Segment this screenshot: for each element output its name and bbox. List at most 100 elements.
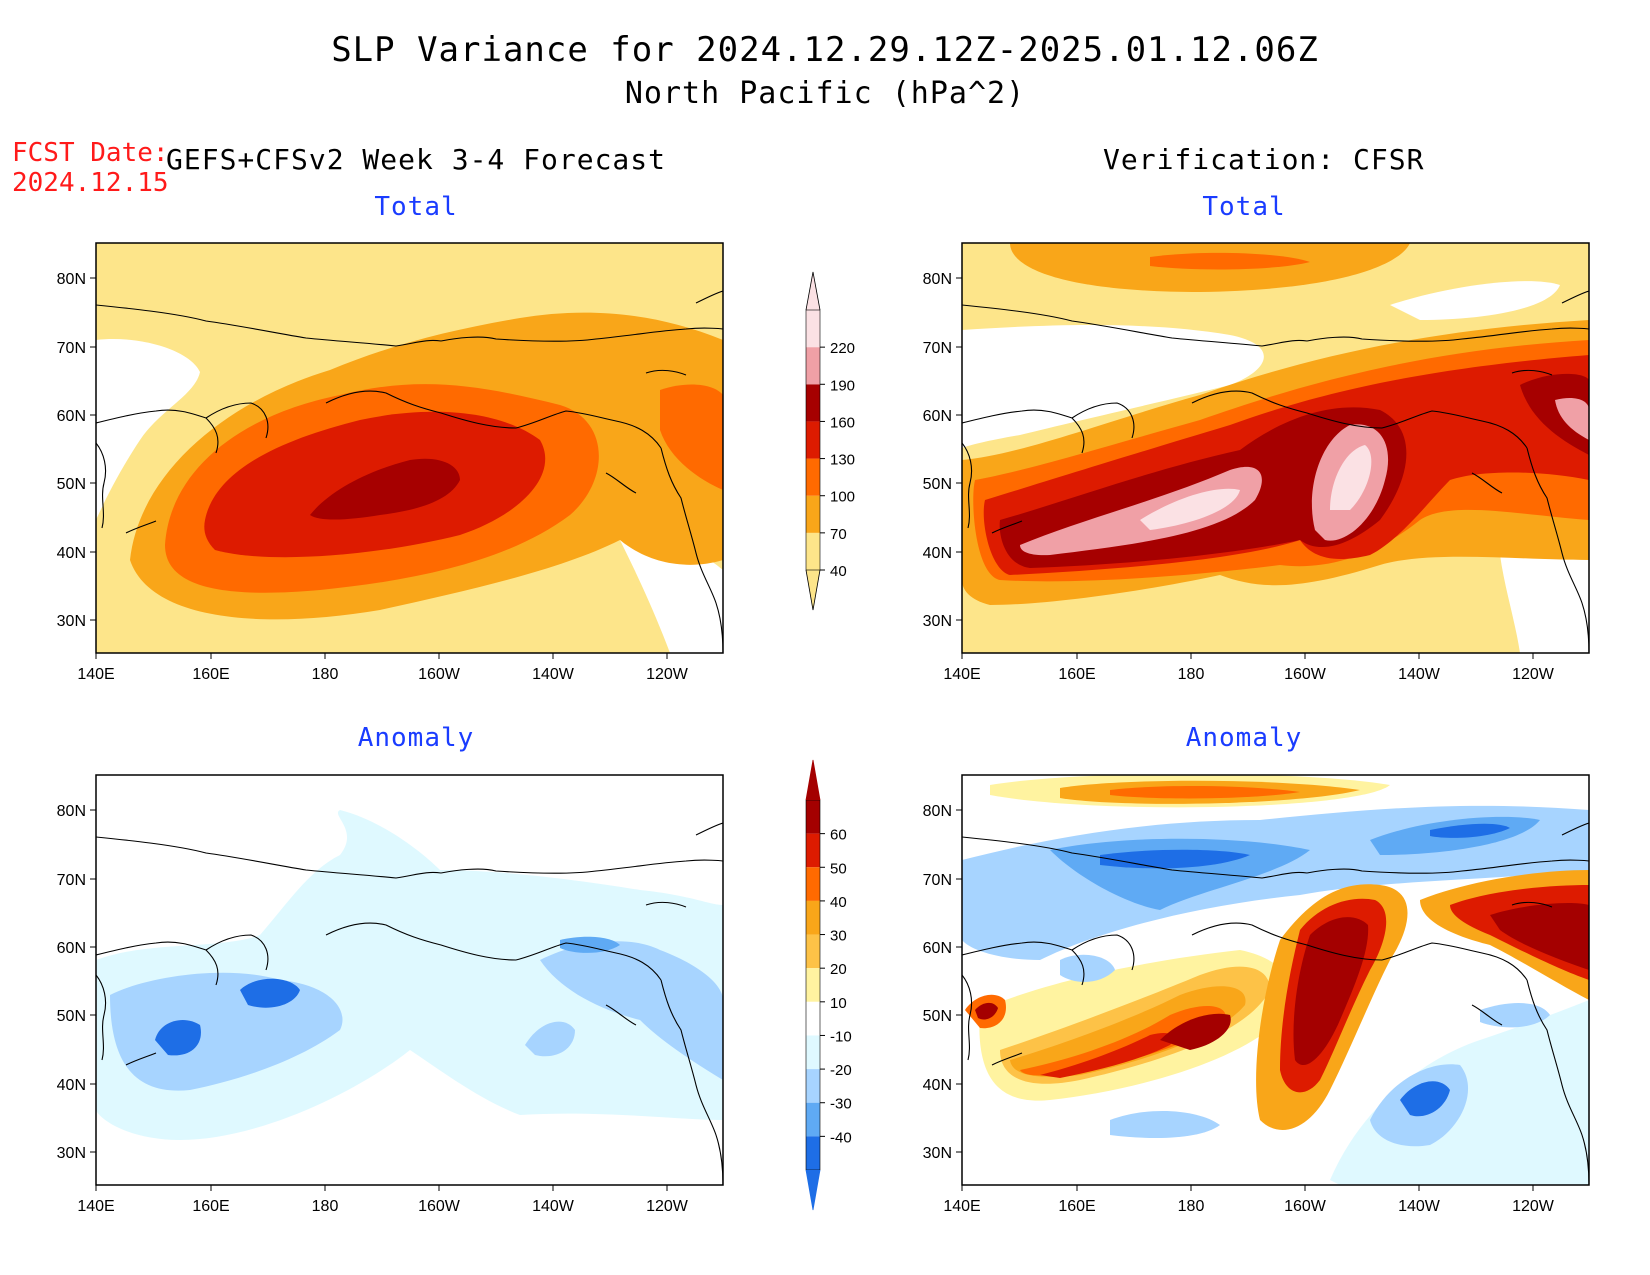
colorbar-anomaly-upper-arrow [805, 759, 821, 801]
lon-tick-label: 180 [312, 1198, 339, 1215]
coastline-segment [1381, 410, 1528, 449]
colorbar-anomaly-swatch [806, 934, 820, 969]
lat-tick-label: 40N [923, 545, 952, 562]
coastline-segment [962, 442, 973, 529]
lon-tick-label: 160W [1284, 1198, 1327, 1215]
lat-tick-label: 60N [923, 940, 952, 957]
lon-tick-label: 140E [943, 666, 980, 683]
lat-tick-label: 30N [57, 1145, 86, 1162]
coastline-segment [1191, 922, 1383, 961]
coastline-segment [96, 409, 219, 454]
coastline-forecast-total [96, 290, 723, 653]
lat-tick-label: 60N [57, 408, 86, 425]
colorbar-total-label: 220 [830, 340, 855, 357]
lat-tick-label: 80N [57, 803, 86, 820]
map-forecast-anomaly [96, 775, 723, 1185]
lon-tick-label: 180 [1178, 1198, 1205, 1215]
coastline-segment [660, 979, 723, 1185]
coastline-verification-total [962, 290, 1589, 653]
coastline-segment [1561, 290, 1589, 304]
colorbar-total-swatch [806, 495, 820, 533]
colorbar-anomaly-swatch [806, 800, 820, 834]
coastline-segment [96, 304, 442, 347]
panel-title-verification-total: Total [1202, 192, 1286, 222]
colorbar-anomaly-swatch [806, 1001, 820, 1036]
lat-tick-label: 80N [923, 803, 952, 820]
coastline-segment [695, 822, 723, 836]
colorbar-anomaly: 60 50 40 30 20 10 -10 -20 -30 -40 [805, 759, 852, 1211]
coastline-segment [1471, 472, 1503, 494]
lon-tick-label: 160W [418, 666, 461, 683]
colorbar-total-swatch [806, 458, 820, 496]
coastline-segment [205, 402, 269, 439]
coastline-segment [515, 942, 662, 981]
coastline-segment [605, 1004, 637, 1026]
colorbar-anomaly-label: -30 [830, 1096, 852, 1113]
forecast-column-heading: GEFS+CFSv2 Week 3-4 Forecast [166, 143, 667, 176]
colorbar-anomaly-swatch [806, 1136, 820, 1170]
lon-tick-label: 160W [418, 1198, 461, 1215]
coastline-segment [515, 410, 662, 449]
colorbar-total-label: 160 [830, 414, 855, 431]
lon-tick-label: 140E [77, 1198, 114, 1215]
colorbar-anomaly-label: 20 [830, 961, 847, 978]
colorbar-anomaly-label: 50 [830, 860, 847, 877]
coastline-segment [1561, 822, 1589, 836]
colorbar-anomaly-swatch [806, 833, 820, 868]
lat-tick-label: 70N [57, 340, 86, 357]
lat-tick-label: 70N [57, 872, 86, 889]
panel-title-forecast-total: Total [374, 192, 458, 222]
colorbar-anomaly-swatch [806, 867, 820, 901]
lon-tick-label: 180 [312, 666, 339, 683]
lat-tick-label: 50N [57, 476, 86, 493]
coastline-segment [1511, 369, 1553, 376]
colorbar-total-upper-arrow [805, 271, 821, 311]
lat-tick-label: 50N [57, 1008, 86, 1025]
lon-tick-label: 160E [1058, 666, 1095, 683]
lat-tick-label: 30N [57, 613, 86, 630]
figure-subtitle: North Pacific (hPa^2) [624, 76, 1026, 111]
coastline-segment [1191, 390, 1383, 429]
map-frame-verification-anomaly [961, 774, 1590, 1186]
lon-tick-label: 160E [192, 1198, 229, 1215]
verification-column-heading: Verification: CFSR [1103, 143, 1425, 176]
colorbar-anomaly-label: 60 [830, 827, 847, 844]
colorbar-total-lower-arrow [805, 569, 821, 611]
colorbar-anomaly-label: 40 [830, 894, 847, 911]
lat-tick-label: 50N [923, 1008, 952, 1025]
colorbar-total-label: 190 [830, 377, 855, 394]
lon-tick-label: 140E [77, 666, 114, 683]
lat-tick-label: 40N [57, 1077, 86, 1094]
map-frame-forecast-anomaly [95, 774, 724, 1186]
colorbar-total-label: 100 [830, 489, 855, 506]
colorbar-anomaly-swatch [806, 1069, 820, 1103]
colorbar-anomaly-swatch [806, 968, 820, 1002]
colorbar-anomaly-swatch [806, 1102, 820, 1137]
map-frame-verification-total [961, 242, 1590, 654]
lon-tick-label: 140W [1398, 666, 1441, 683]
colorbar-anomaly-label: -20 [830, 1062, 852, 1079]
coastline-segment [325, 390, 517, 429]
coastline-segment [96, 836, 442, 879]
colorbar-total-label: 40 [830, 563, 847, 580]
coastline-segment [125, 520, 157, 534]
colorbar-total-swatch [806, 532, 820, 570]
colorbar-anomaly-label: -10 [830, 1028, 852, 1045]
forecast-date-value: 2024.12.15 [12, 168, 169, 198]
colorbar-total-outline [805, 309, 821, 571]
panel-title-forecast-anomaly: Anomaly [357, 723, 475, 753]
colorbar-anomaly-swatch [806, 1035, 820, 1070]
lat-tick-label: 30N [923, 613, 952, 630]
coastline-segment [1306, 859, 1589, 874]
lon-tick-label: 180 [1178, 666, 1205, 683]
coastline-segment [1526, 447, 1589, 653]
coastline-segment [962, 974, 973, 1061]
coastline-forecast-anomaly [96, 822, 723, 1185]
lon-tick-label: 160E [192, 666, 229, 683]
coastline-segment [1071, 402, 1135, 439]
coastline-segment [645, 901, 687, 908]
lon-tick-label: 120W [646, 666, 689, 683]
lat-tick-label: 80N [923, 271, 952, 288]
lon-tick-label: 140E [943, 1198, 980, 1215]
